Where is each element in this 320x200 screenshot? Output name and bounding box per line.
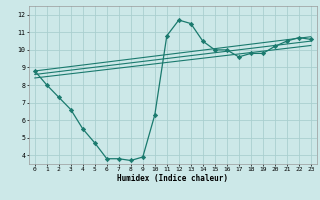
X-axis label: Humidex (Indice chaleur): Humidex (Indice chaleur)	[117, 174, 228, 183]
